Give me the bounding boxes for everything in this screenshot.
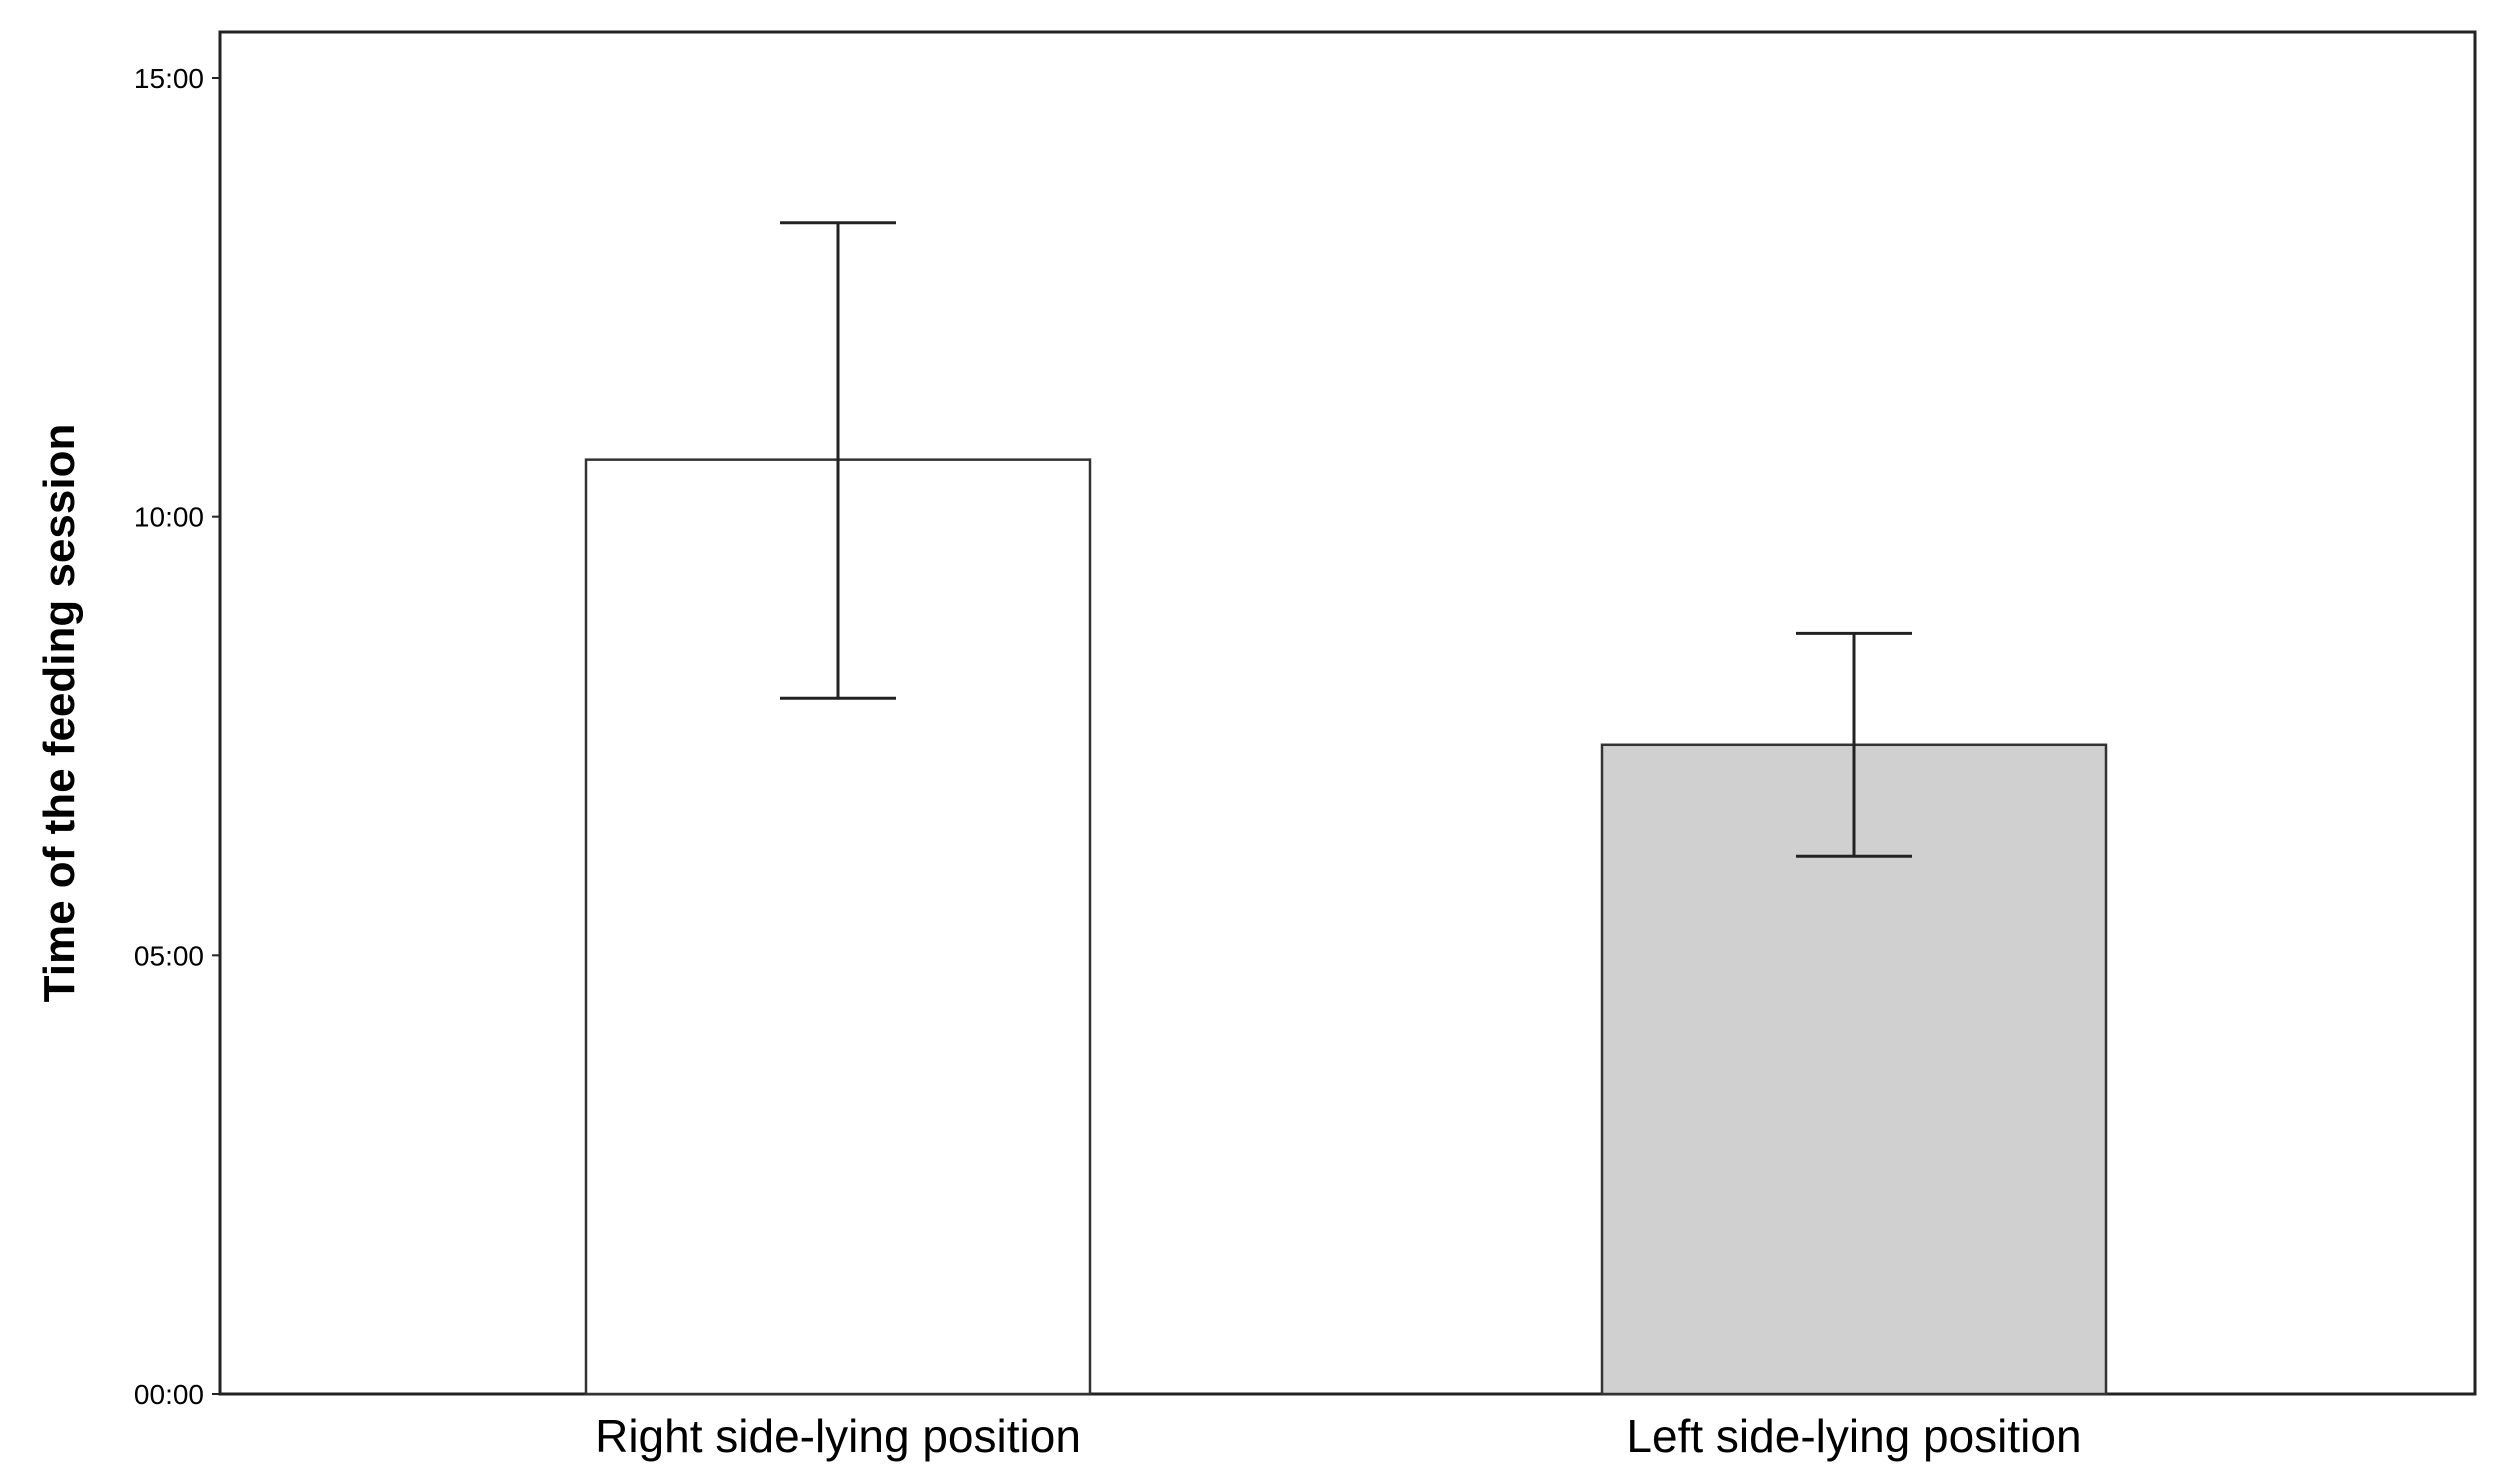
x-axis-labels: Right side-lying position Left side-lying… [595, 1410, 2081, 1462]
x-tick-label-1: Left side-lying position [1626, 1410, 2081, 1462]
y-tick-label-0: 00:00 [134, 1379, 204, 1410]
plot-frame [218, 30, 2477, 1396]
bars-group [584, 458, 2108, 1396]
y-axis-ticks: 00:00 05:00 10:00 15:00 [134, 63, 220, 1410]
y-axis-title: Time of the feeding session [35, 424, 84, 1003]
y-tick-label-3: 15:00 [134, 63, 204, 94]
error-bars-group [780, 221, 1912, 858]
y-tick-label-2: 10:00 [134, 502, 204, 533]
x-tick-label-0: Right side-lying position [595, 1410, 1081, 1462]
y-tick-label-1: 05:00 [134, 940, 204, 971]
